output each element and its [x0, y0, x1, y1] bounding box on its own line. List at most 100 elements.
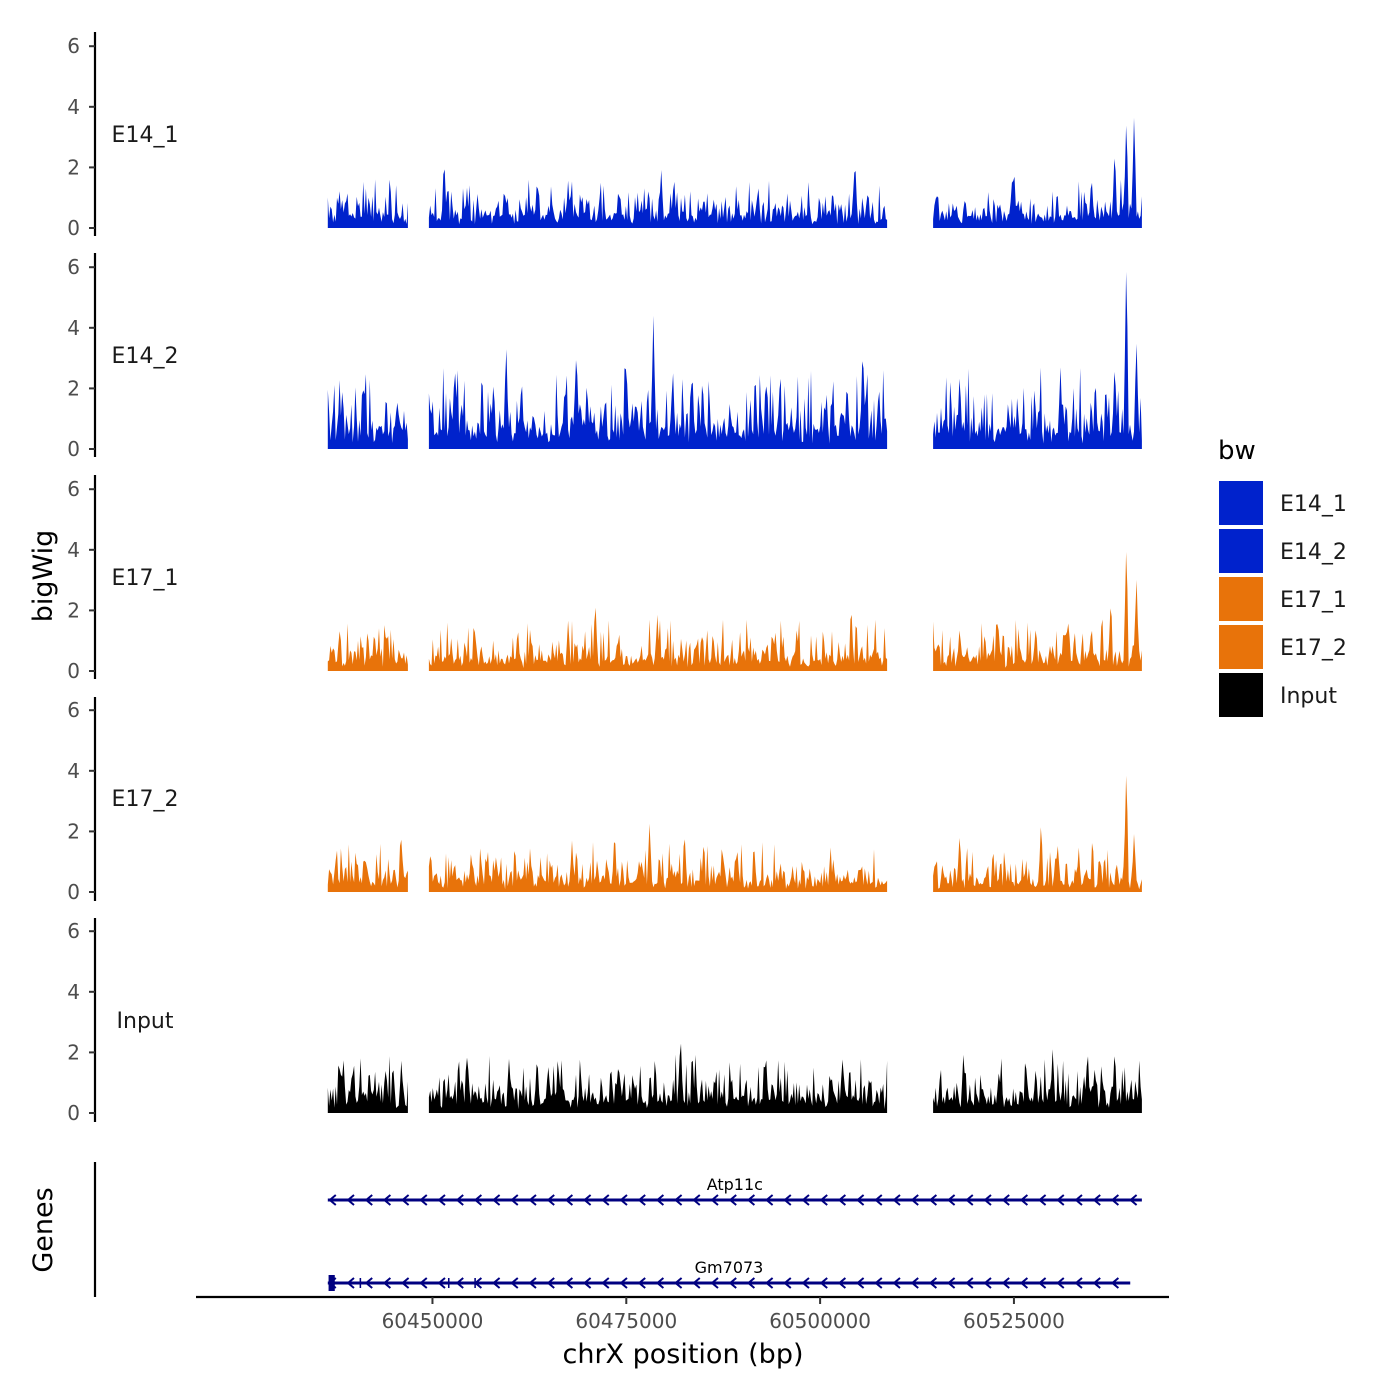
strand-arrow: [1110, 1277, 1120, 1289]
legend-swatch: [1217, 575, 1265, 623]
coverage-area: [428, 1043, 888, 1113]
strand-arrow: [910, 1277, 919, 1289]
strand-arrow: [346, 1194, 355, 1206]
coverage-area: [428, 169, 888, 228]
legend-label: Input: [1280, 684, 1337, 709]
x-tick-label: 60475000: [575, 1309, 677, 1333]
strand-arrow: [692, 1277, 701, 1289]
strand-arrow: [692, 1194, 701, 1206]
track-label: Input: [117, 1009, 174, 1034]
strand-arrow: [455, 1194, 464, 1206]
track-e14-1: 0 2 4 6 E14_1: [67, 32, 1142, 240]
strand-arrow: [947, 1194, 956, 1206]
y-axis-title: bigWig: [28, 530, 59, 623]
y-tick-label: 2: [67, 376, 80, 400]
y-tick-label: 4: [67, 759, 80, 783]
strand-arrow: [583, 1277, 592, 1289]
strand-arrow: [856, 1194, 865, 1206]
strand-arrow: [601, 1194, 610, 1206]
strand-arrow: [983, 1277, 992, 1289]
strand-arrow: [455, 1277, 464, 1289]
exon: [447, 1278, 450, 1288]
strand-arrow: [492, 1194, 501, 1206]
strand-arrow: [583, 1194, 592, 1206]
strand-arrow: [783, 1277, 792, 1289]
y-tick-label: 6: [67, 919, 80, 943]
x-axis-title: chrX position (bp): [562, 1339, 803, 1370]
strand-arrow: [710, 1277, 719, 1289]
y-tick-label: 4: [67, 95, 80, 119]
coverage-area: [933, 271, 1142, 449]
strand-arrow: [783, 1194, 792, 1206]
coverage-area: [327, 179, 408, 228]
y-tick-label: 4: [67, 316, 80, 340]
strand-arrow: [401, 1277, 410, 1289]
coverage-area: [933, 775, 1142, 892]
y-tick-label: 2: [67, 819, 80, 843]
coverage-area: [327, 374, 408, 449]
strand-arrow: [765, 1277, 774, 1289]
genes-track-title: Genes: [28, 1187, 59, 1272]
strand-arrow: [1038, 1277, 1047, 1289]
legend-swatch: [1217, 527, 1265, 575]
strand-arrow: [419, 1277, 428, 1289]
exon: [328, 1275, 335, 1291]
legend-label: E17_2: [1280, 636, 1347, 661]
strand-arrow: [655, 1194, 665, 1206]
strand-arrow: [819, 1194, 828, 1206]
coverage-tracks: 0 2 4 6 E14_1 0 2 4 6 E14_2 0 2 4 6 E17_1 0 2 4 6 E17_2 0 2 4 6…: [67, 32, 1142, 1125]
y-tick-label: 2: [67, 1040, 80, 1064]
x-tick-label: 60500000: [769, 1309, 871, 1333]
strand-arrow: [655, 1277, 665, 1289]
strand-arrow: [419, 1194, 428, 1206]
strand-arrow: [473, 1194, 483, 1206]
strand-arrow: [528, 1194, 537, 1206]
strand-arrow: [965, 1194, 974, 1206]
track-e14-2: 0 2 4 6 E14_2: [67, 253, 1142, 461]
strand-arrow: [401, 1194, 410, 1206]
strand-arrow: [819, 1277, 828, 1289]
strand-arrow: [837, 1194, 847, 1206]
strand-arrow: [710, 1194, 719, 1206]
y-tick-label: 4: [67, 980, 80, 1004]
strand-arrow: [437, 1194, 446, 1206]
coverage-area: [428, 823, 888, 892]
coverage-area: [933, 552, 1142, 671]
y-tick-label: 6: [67, 698, 80, 722]
y-tick-label: 6: [67, 34, 80, 58]
track-e17-1: 0 2 4 6 E17_1: [67, 475, 1142, 683]
x-tick-label: 60525000: [963, 1309, 1065, 1333]
track-label: E17_2: [112, 787, 179, 812]
y-tick-label: 6: [67, 477, 80, 501]
strand-arrow: [746, 1194, 756, 1206]
y-tick-label: 2: [67, 598, 80, 622]
y-tick-label: 6: [67, 255, 80, 279]
strand-arrow: [528, 1277, 537, 1289]
legend: bw E14_1 E14_2 E17_1 E17_2 Input: [1217, 436, 1347, 719]
gene-atp11c: Atp11c: [327, 1175, 1142, 1206]
strand-arrow: [364, 1277, 373, 1289]
legend-label: E17_1: [1280, 588, 1347, 613]
strand-arrow: [674, 1194, 683, 1206]
strand-arrow: [564, 1194, 574, 1206]
strand-arrow: [1074, 1277, 1083, 1289]
strand-arrow: [983, 1194, 992, 1206]
strand-arrow: [928, 1277, 938, 1289]
track-label: E14_2: [112, 344, 179, 369]
strand-arrow: [1074, 1194, 1083, 1206]
strand-arrow: [728, 1194, 737, 1206]
strand-arrow: [874, 1277, 883, 1289]
y-tick-label: 0: [67, 880, 80, 904]
strand-arrow: [637, 1194, 646, 1206]
y-tick-label: 0: [67, 216, 80, 240]
strand-arrow: [947, 1277, 956, 1289]
y-tick-label: 0: [67, 1101, 80, 1125]
strand-arrow: [619, 1277, 628, 1289]
strand-arrow: [965, 1277, 974, 1289]
strand-arrow: [1092, 1194, 1101, 1206]
strand-arrow: [801, 1194, 810, 1206]
coverage-area: [327, 839, 408, 892]
legend-label: E14_1: [1280, 492, 1347, 517]
strand-arrow: [765, 1194, 774, 1206]
